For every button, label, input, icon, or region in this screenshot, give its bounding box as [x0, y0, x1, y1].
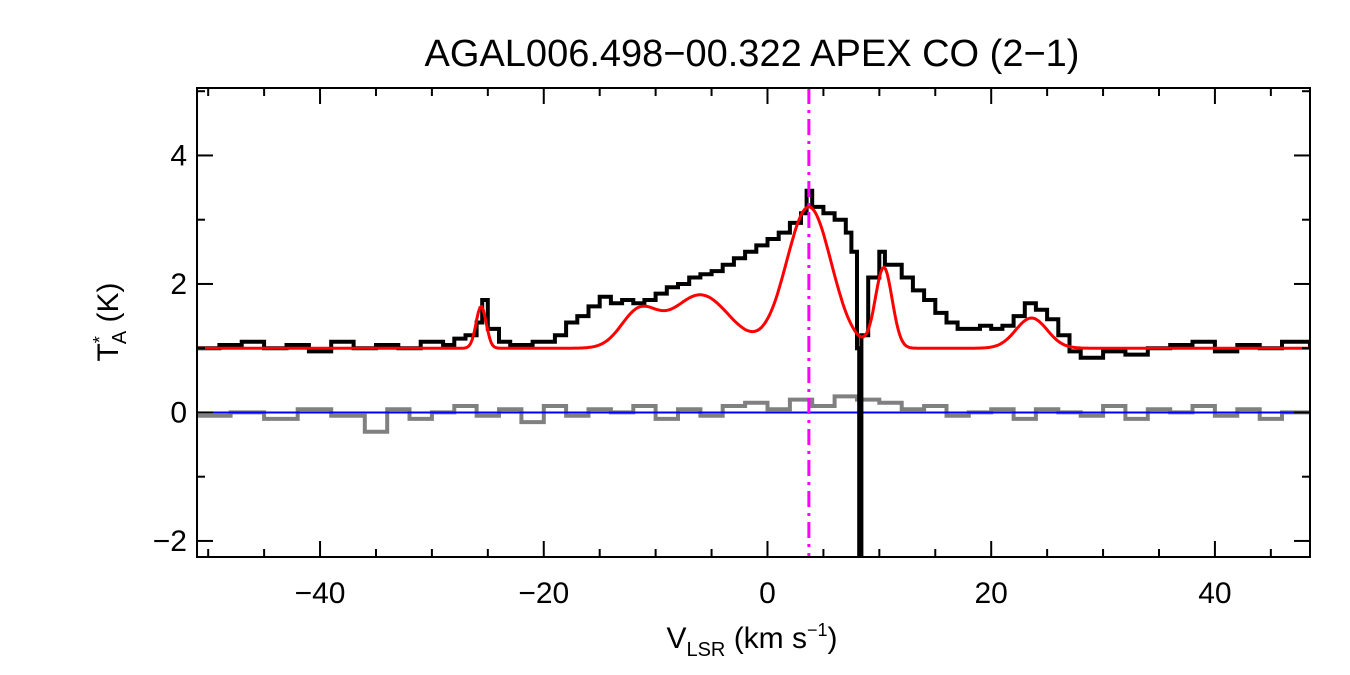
chart-title: AGAL006.498−00.322 APEX CO (2−1): [425, 33, 1080, 75]
y-tick-label: 4: [170, 139, 187, 172]
y-tick-label: 0: [170, 396, 187, 429]
x-tick-label: −20: [518, 577, 569, 610]
y-tick-label: 2: [170, 268, 187, 301]
x-tick-label: 20: [975, 577, 1008, 610]
plot-frame: [196, 87, 1311, 558]
residual-spectrum: [197, 394, 1310, 434]
gaussian-fit-curve: [197, 205, 1310, 350]
observed-spectrum: [197, 188, 1310, 557]
y-tick-label: −2: [153, 525, 187, 558]
x-tick-label: −40: [295, 577, 346, 610]
plot-area: [197, 88, 1310, 557]
x-tick-label: 0: [759, 577, 776, 610]
plot-series: [197, 88, 1310, 557]
y-axis-label: T*A (K): [90, 282, 131, 361]
x-axis-label: VLSR (km s−1): [666, 620, 837, 661]
x-tick-label: 40: [1198, 577, 1231, 610]
